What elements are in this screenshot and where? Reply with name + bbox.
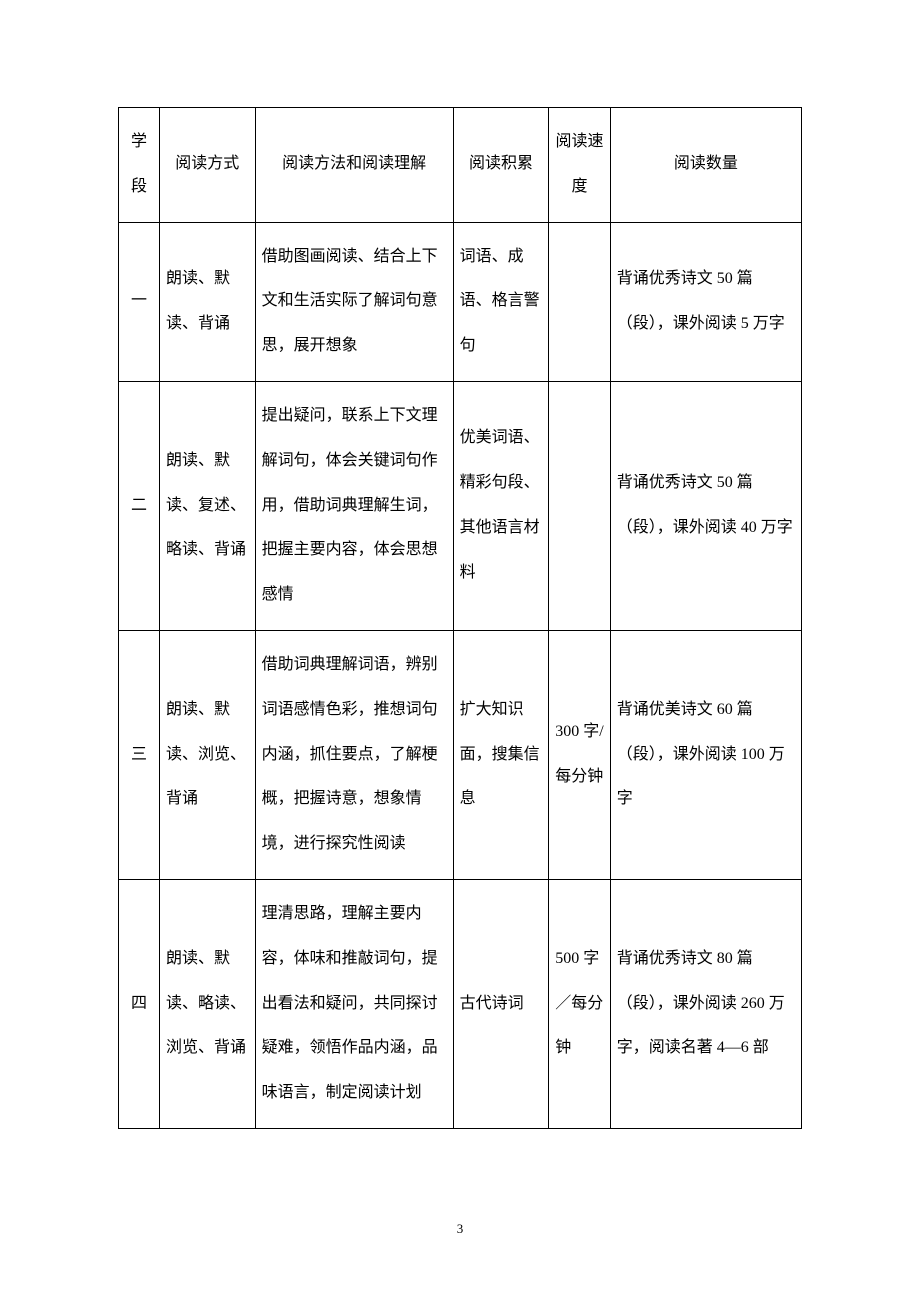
cell-speed (549, 222, 610, 381)
header-quantity: 阅读数量 (610, 108, 801, 223)
header-comprehension: 阅读方法和阅读理解 (255, 108, 453, 223)
table-row: 二 朗读、默读、复述、略读、背诵 提出疑问，联系上下文理解词句，体会关键词句作用… (119, 381, 802, 630)
header-speed: 阅读速度 (549, 108, 610, 223)
cell-stage: 四 (119, 879, 160, 1128)
header-method: 阅读方式 (159, 108, 255, 223)
cell-stage: 二 (119, 381, 160, 630)
cell-speed: 500 字／每分钟 (549, 879, 610, 1128)
cell-method: 朗读、默读、略读、浏览、背诵 (159, 879, 255, 1128)
cell-method: 朗读、默读、浏览、背诵 (159, 630, 255, 879)
table-row: 四 朗读、默读、略读、浏览、背诵 理清思路，理解主要内容，体味和推敲词句，提出看… (119, 879, 802, 1128)
header-stage: 学段 (119, 108, 160, 223)
cell-quantity: 背诵优秀诗文 80 篇（段），课外阅读 260 万字，阅读名著 4—6 部 (610, 879, 801, 1128)
cell-comprehension: 借助图画阅读、结合上下文和生活实际了解词句意思，展开想象 (255, 222, 453, 381)
cell-accumulation: 扩大知识面，搜集信息 (453, 630, 549, 879)
cell-comprehension: 理清思路，理解主要内容，体味和推敲词句，提出看法和疑问，共同探讨疑难，领悟作品内… (255, 879, 453, 1128)
header-accumulation: 阅读积累 (453, 108, 549, 223)
reading-standards-table: 学段 阅读方式 阅读方法和阅读理解 阅读积累 阅读速度 阅读数量 一 朗读、默读… (118, 107, 802, 1129)
table-row: 一 朗读、默读、背诵 借助图画阅读、结合上下文和生活实际了解词句意思，展开想象 … (119, 222, 802, 381)
cell-comprehension: 借助词典理解词语，辨别词语感情色彩，推想词句内涵，抓住要点，了解梗概，把握诗意，… (255, 630, 453, 879)
table-row: 三 朗读、默读、浏览、背诵 借助词典理解词语，辨别词语感情色彩，推想词句内涵，抓… (119, 630, 802, 879)
cell-method: 朗读、默读、背诵 (159, 222, 255, 381)
cell-method: 朗读、默读、复述、略读、背诵 (159, 381, 255, 630)
table-header-row: 学段 阅读方式 阅读方法和阅读理解 阅读积累 阅读速度 阅读数量 (119, 108, 802, 223)
cell-speed (549, 381, 610, 630)
cell-comprehension: 提出疑问，联系上下文理解词句，体会关键词句作用，借助词典理解生词，把握主要内容，… (255, 381, 453, 630)
cell-stage: 一 (119, 222, 160, 381)
cell-speed: 300 字/每分钟 (549, 630, 610, 879)
cell-quantity: 背诵优秀诗文 50 篇（段），课外阅读 5 万字 (610, 222, 801, 381)
cell-accumulation: 古代诗词 (453, 879, 549, 1128)
cell-quantity: 背诵优秀诗文 50 篇（段），课外阅读 40 万字 (610, 381, 801, 630)
page-number: 3 (0, 1221, 920, 1237)
cell-accumulation: 优美词语、精彩句段、其他语言材料 (453, 381, 549, 630)
cell-accumulation: 词语、成语、格言警句 (453, 222, 549, 381)
cell-quantity: 背诵优美诗文 60 篇（段），课外阅读 100 万字 (610, 630, 801, 879)
cell-stage: 三 (119, 630, 160, 879)
